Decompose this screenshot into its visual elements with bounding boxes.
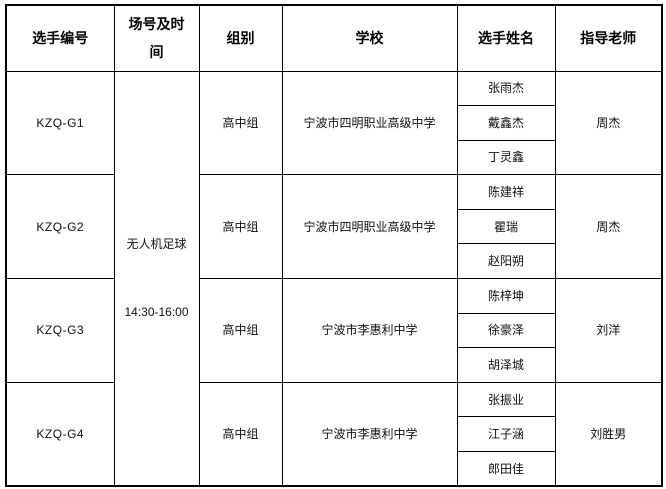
column-header-player-name: 选手姓名 (456, 4, 556, 72)
column-header-school: 学校 (281, 4, 458, 72)
session-time-label: 14:30-16:00 (124, 305, 189, 320)
column-header-teacher: 指导老师 (554, 4, 663, 72)
player-name-cell: 陈梓坤 (456, 278, 556, 314)
table-row: 江子涵 (6, 416, 662, 453)
group-cell: 高中组 (198, 381, 283, 487)
group-cell: 高中组 (198, 278, 283, 383)
table-row: KZQ-G2 高中组 宁波市四明职业高级中学 陈建祥 周杰 (5, 174, 663, 280)
player-code-cell: KZQ-G4 (5, 381, 115, 487)
player-name-cell: 赵阳朔 (456, 243, 556, 280)
session-cell: 无人机足球 14:30-16:00 (113, 70, 200, 487)
school-cell: 宁波市李惠利中学 (281, 381, 458, 487)
player-name-cell: 徐豪泽 (456, 312, 556, 349)
column-header-group: 组别 (198, 4, 283, 72)
table-row: 丁灵鑫 (6, 139, 662, 176)
teacher-cell: 刘胜男 (554, 381, 663, 487)
school-cell: 宁波市四明职业高级中学 (281, 70, 458, 176)
player-name-cell: 胡泽城 (456, 347, 556, 383)
table-row: 胡泽城 (6, 347, 662, 383)
group-cell: 高中组 (198, 70, 283, 176)
session-event-label: 无人机足球 (126, 237, 187, 252)
teacher-cell: 周杰 (554, 70, 663, 176)
player-code-cell: KZQ-G1 (5, 70, 115, 176)
column-header-player-code: 选手编号 (5, 4, 115, 72)
teacher-cell: 周杰 (554, 174, 663, 280)
table-row: 徐豪泽 (6, 312, 662, 349)
player-name-cell: 陈建祥 (456, 174, 556, 210)
table-row: KZQ-G4 高中组 宁波市李惠利中学 张振业 刘胜男 (5, 381, 663, 487)
school-cell: 宁波市李惠利中学 (281, 278, 458, 383)
table-row: KZQ-G3 高中组 宁波市李惠利中学 陈梓坤 刘洋 (5, 278, 663, 383)
group-cell: 高中组 (198, 174, 283, 280)
player-name-cell: 郎田佳 (456, 451, 556, 487)
player-name-cell: 江子涵 (456, 416, 556, 453)
player-name-cell: 丁灵鑫 (456, 139, 556, 176)
player-code-cell: KZQ-G3 (5, 278, 115, 383)
column-header-session: 场号及时间 (113, 4, 200, 72)
player-name-cell: 张振业 (456, 381, 556, 418)
column-header-session-label: 场号及时间 (128, 16, 185, 61)
player-name-cell: 戴鑫杰 (456, 105, 556, 141)
school-cell: 宁波市四明职业高级中学 (281, 174, 458, 280)
session-inner: 无人机足球 14:30-16:00 (117, 72, 197, 485)
teacher-cell: 刘洋 (554, 278, 663, 383)
player-name-cell: 张雨杰 (456, 70, 556, 107)
player-name-cell: 瞿瑞 (456, 208, 556, 245)
table-row: KZQ-G1 无人机足球 14:30-16:00 高中组 宁波市四明职业高级中学… (5, 70, 663, 487)
player-code-cell: KZQ-G2 (5, 174, 115, 280)
competition-schedule-table: 选手编号 场号及时间 组别 学校 选手姓名 指导老师 KZQ-G1 无人机足球 … (5, 4, 663, 488)
table-row: 戴鑫杰 (6, 105, 662, 141)
table-row: 郎田佳 (6, 451, 662, 487)
header-row: 选手编号 场号及时间 组别 学校 选手姓名 指导老师 (5, 4, 663, 72)
table-row: 赵阳朔 (6, 243, 662, 280)
